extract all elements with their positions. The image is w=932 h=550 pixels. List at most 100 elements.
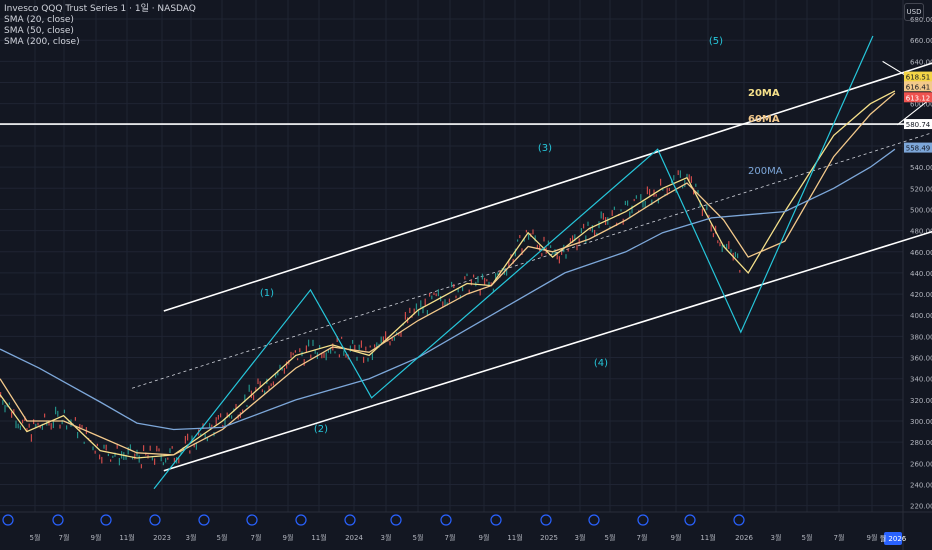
y-tick-label: 460.00 [910,249,932,257]
candle [481,273,483,280]
candle [739,269,741,273]
candle [220,413,222,418]
candle [657,197,659,204]
event-marker-icon [52,514,64,526]
candle [354,344,356,352]
candle [510,254,512,258]
x-tick-label: 11월 [700,533,715,542]
candle [15,420,17,429]
candle [158,448,160,452]
candle [646,186,648,195]
indicator-sma20[interactable]: SMA (20, close) [4,15,74,25]
x-tick-label: 3월 [771,533,782,542]
candle [682,184,684,189]
indicator-sma50[interactable]: SMA (50, close) [4,26,74,36]
wave-label: (5) [709,36,723,47]
candle [567,248,569,252]
candle [261,389,263,393]
candle [286,361,288,369]
candle [508,259,510,267]
candle [270,383,272,387]
candle [633,198,635,202]
candle [594,229,596,237]
candle [132,456,134,460]
candle [235,403,237,409]
candle [101,456,103,464]
candle [209,423,211,429]
candle [635,195,637,199]
x-tick-label: 2024 [345,534,363,542]
candle [145,452,147,456]
candle [290,351,292,359]
indicator-sma200[interactable]: SMA (200, close) [4,37,80,47]
candle [349,345,351,352]
wave-label: (4) [594,358,608,369]
candle [338,354,340,358]
candle [116,443,118,449]
candle [180,451,182,455]
candle [345,354,347,358]
candle [246,404,248,407]
x-tick-label: 2026 [735,534,753,542]
y-tick-label: 260.00 [910,460,932,468]
candle [565,254,567,259]
candle [679,170,681,178]
currency-button[interactable]: USD [904,3,924,21]
candle [299,348,301,353]
candle [737,253,739,259]
candle [547,240,549,246]
candle [292,352,294,356]
candle [165,458,167,463]
price-label: 580.74 [906,121,931,129]
candle [418,309,420,316]
candle [123,452,125,460]
candle [477,276,479,283]
candle [17,423,19,429]
candle [539,245,541,252]
event-marker-icon [490,514,502,526]
candle [81,424,83,428]
triangle-pattern [882,60,932,126]
candle [200,433,202,437]
event-marker-icon [684,514,696,526]
candle [710,224,712,232]
candle [374,344,376,348]
event-marker-icon [390,514,402,526]
ma200-label: 200MA [748,166,783,177]
candle [103,444,105,449]
candle [308,339,310,347]
candle [422,305,424,314]
candle [129,444,131,451]
ma20-label: 20MA [748,88,780,99]
x-tick-label: 7월 [637,533,648,542]
candle [143,445,145,452]
candle [734,251,736,258]
candle [591,225,593,233]
candle [708,214,710,218]
y-tick-label: 400.00 [910,312,932,320]
candle [561,251,563,255]
candle [583,223,585,229]
candle [151,457,153,461]
candle [580,228,582,234]
x-tick-label: 3월 [186,533,197,542]
candle [167,457,169,460]
x-tick-label: 7월 [834,533,845,542]
candle [576,244,578,251]
candle [666,187,668,196]
candle [171,446,173,449]
price-label-box [904,81,932,92]
candle [627,200,629,206]
event-marker-icon [344,514,356,526]
candle [442,301,444,308]
candle [63,409,65,414]
candle [195,442,197,450]
candle [242,409,244,414]
candle [279,364,281,369]
candle [272,381,274,386]
candle [325,352,327,361]
candle [206,436,208,442]
candle [642,200,644,208]
candle [244,394,246,403]
